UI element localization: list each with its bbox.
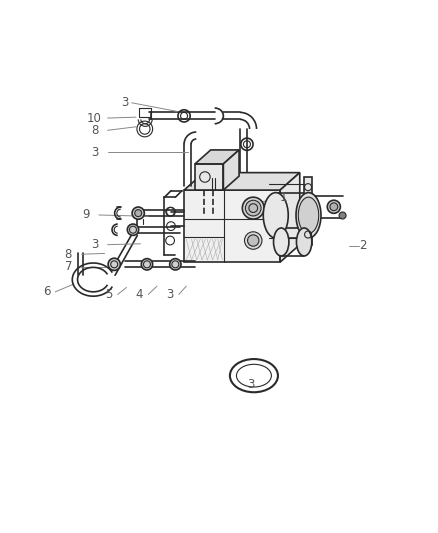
Circle shape bbox=[127, 224, 139, 236]
Circle shape bbox=[108, 258, 120, 270]
Circle shape bbox=[170, 259, 181, 270]
Text: 5: 5 bbox=[105, 288, 113, 301]
Ellipse shape bbox=[274, 228, 289, 256]
Text: 1: 1 bbox=[280, 191, 287, 204]
Polygon shape bbox=[184, 190, 280, 262]
Circle shape bbox=[141, 259, 152, 270]
Text: 2: 2 bbox=[359, 239, 367, 252]
Circle shape bbox=[330, 203, 338, 211]
Ellipse shape bbox=[263, 192, 288, 238]
Ellipse shape bbox=[298, 197, 319, 233]
Circle shape bbox=[245, 200, 261, 216]
Text: 3: 3 bbox=[91, 238, 98, 251]
Circle shape bbox=[339, 212, 346, 219]
Circle shape bbox=[327, 200, 340, 213]
Circle shape bbox=[244, 232, 262, 249]
Polygon shape bbox=[195, 150, 239, 164]
Text: 10: 10 bbox=[87, 111, 102, 125]
Circle shape bbox=[242, 197, 264, 219]
Text: 6: 6 bbox=[43, 285, 50, 298]
Text: 8: 8 bbox=[65, 248, 72, 261]
Ellipse shape bbox=[237, 364, 272, 387]
Ellipse shape bbox=[296, 192, 321, 238]
Circle shape bbox=[132, 207, 145, 219]
Ellipse shape bbox=[297, 228, 312, 256]
Polygon shape bbox=[184, 173, 300, 190]
Text: 3: 3 bbox=[247, 378, 254, 391]
Text: 9: 9 bbox=[82, 208, 90, 222]
Text: 8: 8 bbox=[91, 124, 98, 137]
Circle shape bbox=[135, 209, 142, 216]
Text: 7: 7 bbox=[65, 260, 72, 273]
Polygon shape bbox=[304, 177, 312, 245]
Circle shape bbox=[247, 235, 259, 246]
Polygon shape bbox=[195, 164, 223, 190]
Polygon shape bbox=[223, 150, 239, 190]
Text: 3: 3 bbox=[166, 288, 174, 301]
Text: 3: 3 bbox=[91, 146, 98, 159]
Ellipse shape bbox=[230, 359, 278, 392]
Text: 3: 3 bbox=[121, 96, 129, 109]
Text: 4: 4 bbox=[136, 288, 143, 301]
Polygon shape bbox=[280, 173, 300, 262]
